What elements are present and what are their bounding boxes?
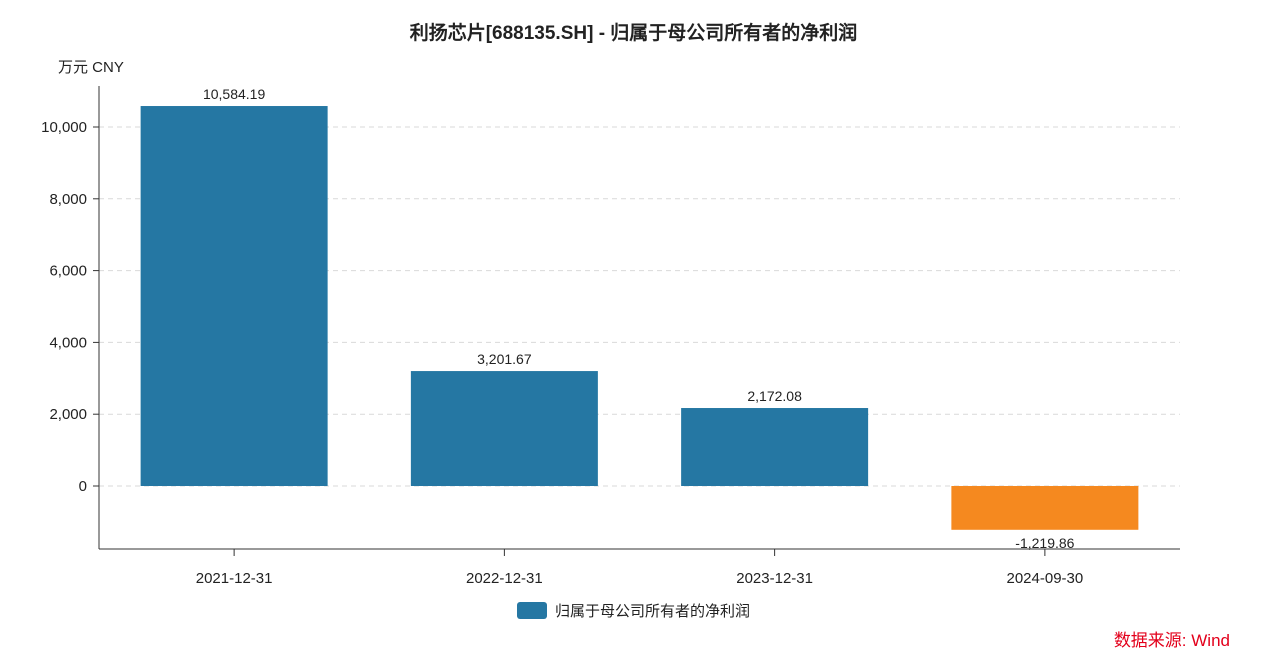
labels: 0 2,000 4,000 6,000 8,000 10,000 10,584.19 2021… xyxy=(41,86,1083,587)
x-tick-label: 2022-12-31 xyxy=(466,570,543,587)
x-tick-label: 2024-09-30 xyxy=(1007,570,1084,587)
y-tick-label: 6,000 xyxy=(49,263,87,280)
y-tick-label: 8,000 xyxy=(49,191,87,208)
bar-value-label: 3,201.67 xyxy=(477,351,532,367)
legend-swatch xyxy=(516,602,547,619)
chart-title: 利扬芯片[688135.SH] - 归属于母公司所有者的净利润 xyxy=(409,23,858,44)
bar-2021-12-31 xyxy=(140,106,328,486)
x-tick-label: 2023-12-31 xyxy=(736,570,813,587)
legend: 归属于母公司所有者的净利润 xyxy=(0,600,1267,623)
y-tick-label: 10,000 xyxy=(41,119,87,136)
legend-label: 归属于母公司所有者的净利润 xyxy=(554,603,750,620)
y-tick-label: 0 xyxy=(79,478,87,495)
bar-2024-09-30 xyxy=(951,486,1139,530)
axes xyxy=(93,86,1180,556)
y-tick-label: 2,000 xyxy=(49,406,87,423)
y-tick-label: 4,000 xyxy=(49,334,87,351)
bar-2022-12-31 xyxy=(410,371,598,486)
data-source-note: 数据来源: Wind xyxy=(1113,631,1230,650)
bar-2023-12-31 xyxy=(681,408,869,486)
y-axis-unit-label: 万元 CNY xyxy=(58,59,124,76)
bar-value-label: -1,219.86 xyxy=(1015,535,1074,551)
x-tick-label: 2021-12-31 xyxy=(196,570,273,587)
bar-value-label: 10,584.19 xyxy=(203,86,265,102)
bar-value-label: 2,172.08 xyxy=(747,388,802,404)
bars xyxy=(140,106,1139,530)
